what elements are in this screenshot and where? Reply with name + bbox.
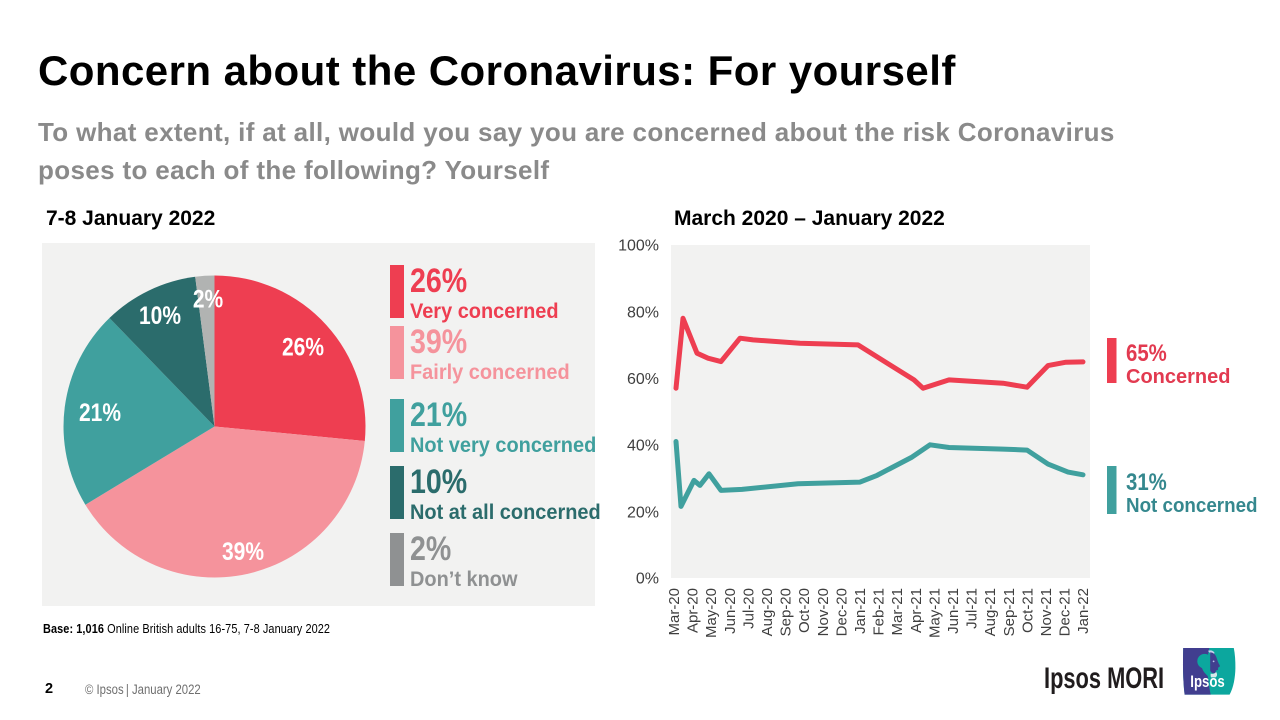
svg-text:Dec-21: Dec-21 [1057,588,1074,636]
svg-text:Jul-20: Jul-20 [740,588,757,629]
svg-text:Aug-20: Aug-20 [759,588,776,636]
svg-text:Aug-21: Aug-21 [982,588,999,636]
svg-text:May-21: May-21 [926,588,943,638]
svg-text:26%: 26% [282,333,324,361]
svg-text:21%: 21% [79,398,121,426]
svg-text:Feb-21: Feb-21 [871,588,888,636]
svg-text:Not concerned: Not concerned [1126,494,1258,517]
svg-text:Jan-21: Jan-21 [852,588,869,634]
svg-text:Apr-21: Apr-21 [908,588,925,633]
svg-text:100%: 100% [618,238,659,255]
svg-text:40%: 40% [627,438,659,455]
svg-text:Mar-20: Mar-20 [666,588,683,636]
svg-text:Dec-20: Dec-20 [833,588,850,636]
svg-text:65%: 65% [1126,339,1167,366]
svg-text:Mar-21: Mar-21 [889,588,906,636]
svg-text:Jan-22: Jan-22 [1075,588,1092,634]
svg-text:Oct-21: Oct-21 [1019,588,1036,633]
svg-text:Nov-20: Nov-20 [815,588,832,636]
svg-text:10%: 10% [139,301,181,329]
svg-text:80%: 80% [627,305,659,322]
svg-text:Oct-20: Oct-20 [796,588,813,633]
svg-text:39%: 39% [222,537,264,565]
svg-text:Sep-21: Sep-21 [1001,588,1018,636]
svg-text:Jun-20: Jun-20 [722,588,739,634]
svg-text:Concerned: Concerned [1126,366,1230,388]
svg-text:Nov-21: Nov-21 [1038,588,1055,636]
svg-text:20%: 20% [627,505,659,522]
svg-text:Jul-21: Jul-21 [964,588,981,629]
svg-text:2%: 2% [193,285,223,313]
svg-text:May-20: May-20 [703,588,720,638]
svg-text:Jun-21: Jun-21 [945,588,962,634]
svg-text:Sep-20: Sep-20 [778,588,795,636]
svg-text:Apr-20: Apr-20 [685,588,702,633]
svg-text:60%: 60% [627,371,659,388]
svg-text:0%: 0% [636,571,659,588]
svg-text:31%: 31% [1126,468,1167,495]
svg-text:Ipsos: Ipsos [1190,672,1224,691]
